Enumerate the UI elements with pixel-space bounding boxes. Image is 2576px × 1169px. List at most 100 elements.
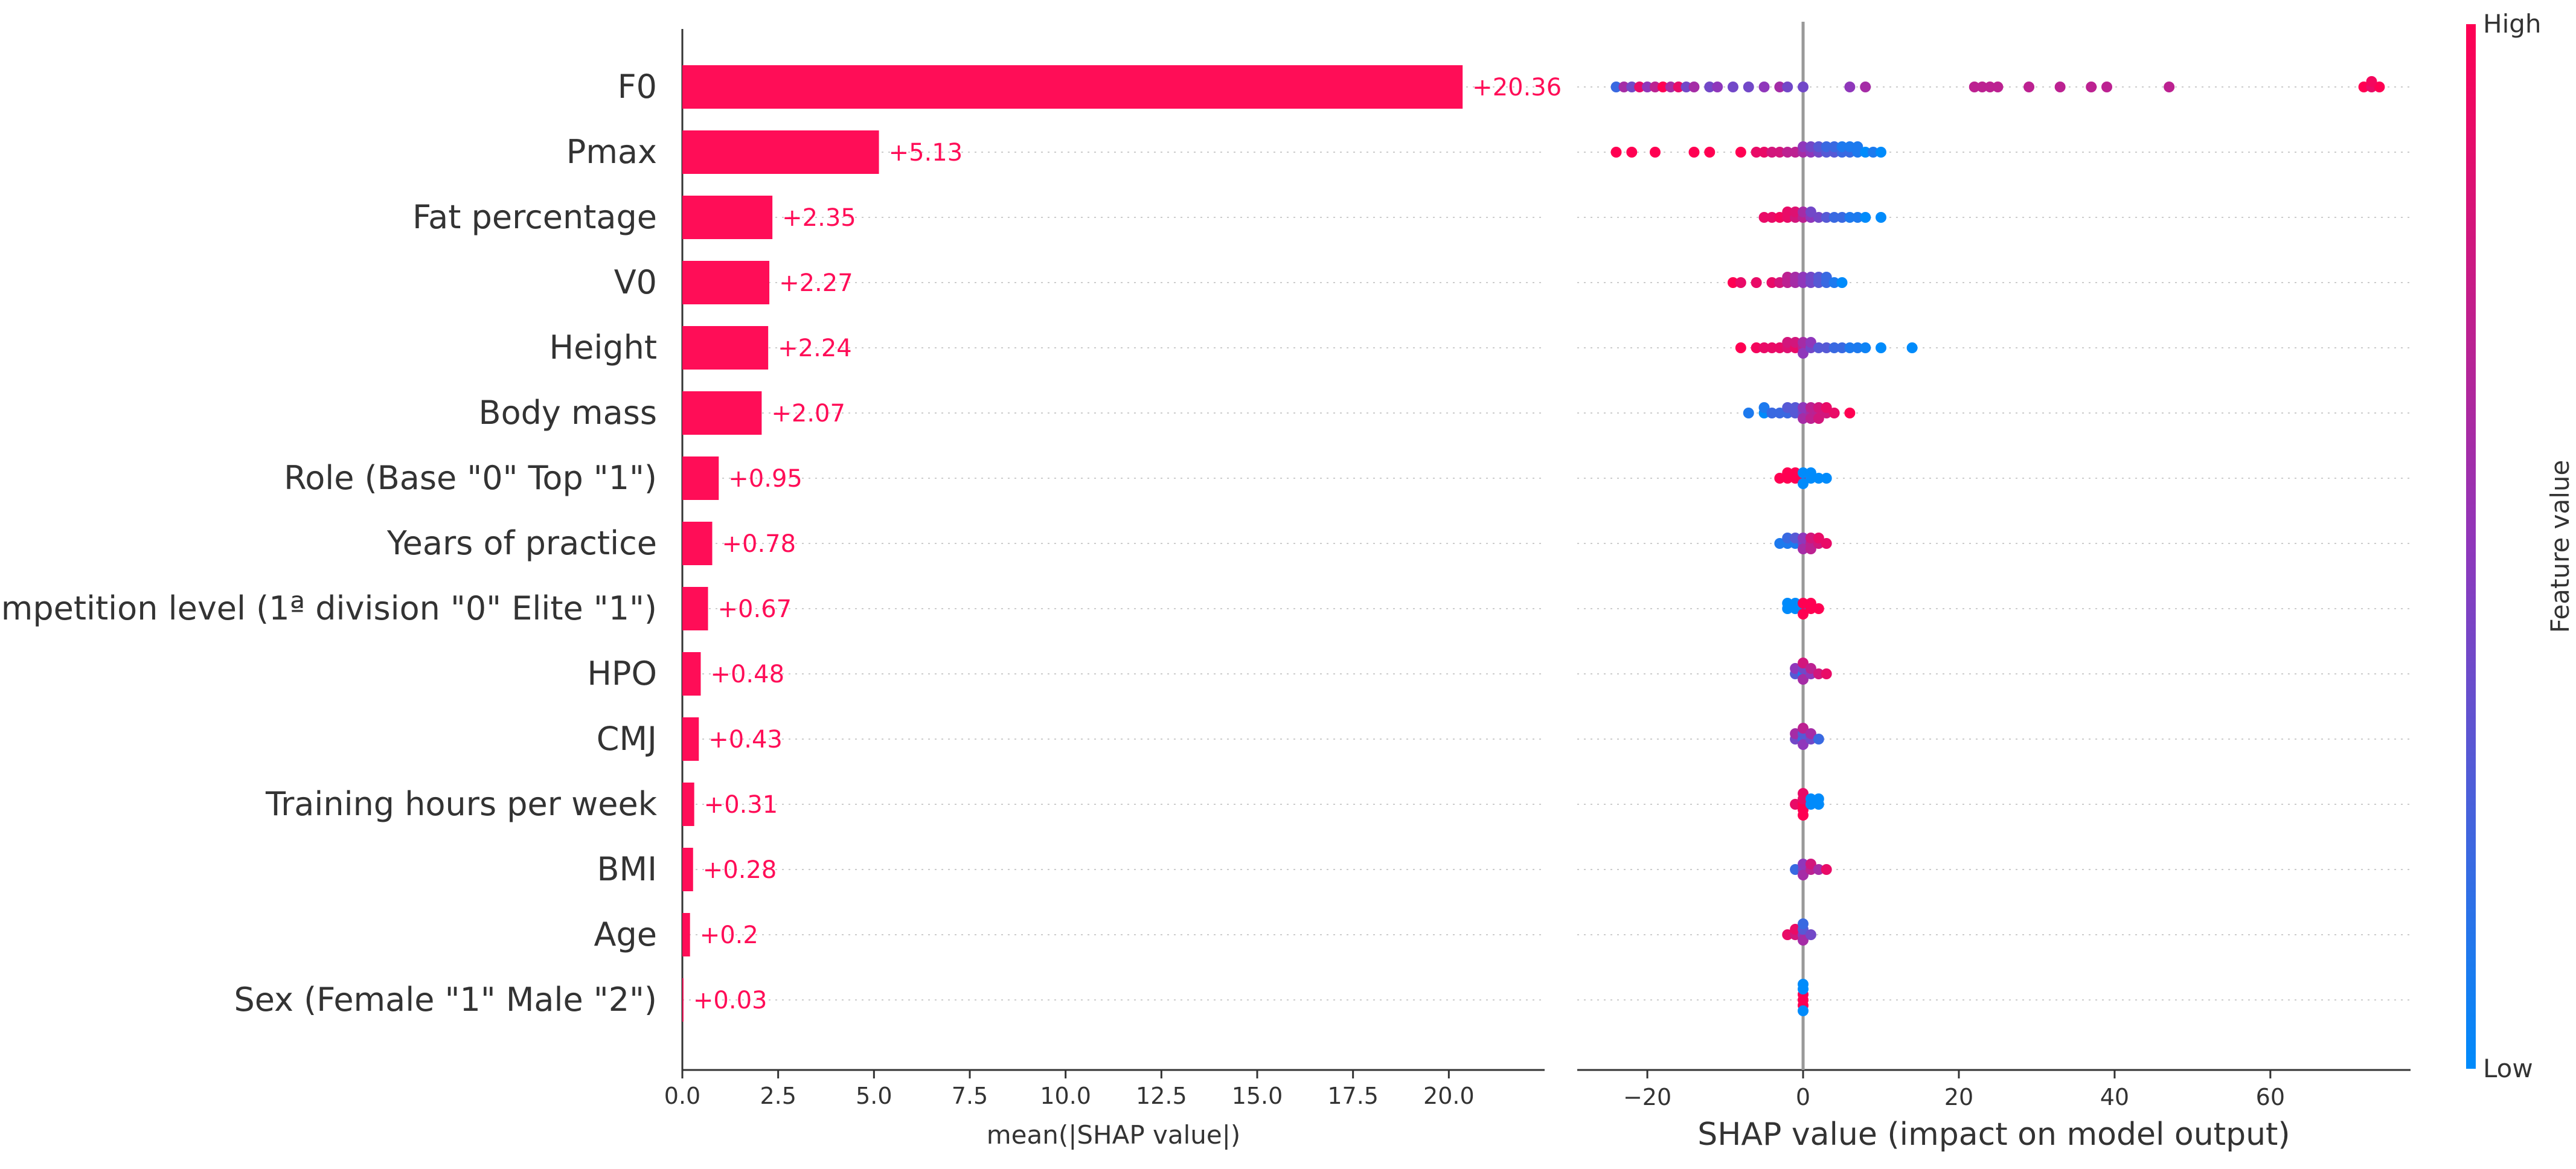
swarm-x-tick-label: −20	[1623, 1084, 1671, 1110]
swarm-point	[1751, 342, 1762, 353]
swarm-point	[1813, 473, 1824, 484]
colorbar-title: Feature value	[2545, 460, 2575, 633]
bar-value-label: +2.35	[782, 204, 856, 232]
swarm-point	[1860, 212, 1871, 223]
swarm-point	[1790, 147, 1801, 158]
swarm-point	[1798, 918, 1809, 929]
swarm-point	[1805, 207, 1816, 217]
feature-label: Body mass	[479, 394, 657, 432]
swarm-point	[1782, 337, 1793, 348]
swarm-point	[1969, 82, 1980, 92]
feature-label: HPO	[587, 655, 657, 693]
swarm-point	[1805, 663, 1816, 674]
swarm-point	[1704, 147, 1716, 158]
swarm-point	[1798, 467, 1809, 478]
bar-x-tick-label: 7.5	[952, 1083, 988, 1109]
swarm-point	[1844, 141, 1856, 152]
colorbar-gradient	[2466, 24, 2476, 1069]
bar-value-label: +2.07	[771, 400, 845, 428]
swarm-point	[1798, 207, 1809, 217]
swarm-point	[1782, 598, 1793, 609]
swarm-point	[1782, 402, 1793, 413]
swarm-point	[1844, 342, 1856, 353]
swarm-point	[1805, 793, 1816, 804]
swarm-point	[1805, 272, 1816, 283]
swarm-point	[1766, 408, 1778, 418]
swarm-point	[1798, 348, 1809, 359]
swarm-point	[1790, 272, 1801, 283]
bar-value-label: +0.31	[704, 791, 778, 819]
swarm-point	[1836, 342, 1848, 353]
swarm-point	[2054, 82, 2066, 92]
swarm-point	[1798, 533, 1809, 543]
swarm-point	[1618, 82, 1630, 92]
feature-label: Competition level (1ª division "0" Elite…	[0, 589, 657, 627]
swarm-point	[1860, 342, 1871, 353]
bar	[682, 196, 773, 239]
swarm-point	[1680, 82, 1692, 92]
swarm-point	[1828, 212, 1840, 223]
feature-label: V0	[614, 263, 657, 301]
swarm-point	[1790, 337, 1801, 348]
swarm-point	[1852, 342, 1863, 353]
swarm-point	[1743, 408, 1754, 418]
swarm-point	[1798, 739, 1809, 750]
swarm-point	[1798, 935, 1809, 946]
swarm-x-tick-label: 40	[2100, 1084, 2129, 1110]
bar-value-label: +0.2	[700, 921, 758, 949]
swarm-point	[1798, 272, 1809, 283]
bar-x-tick-label: 17.5	[1327, 1083, 1379, 1109]
swarm-point	[1821, 473, 1832, 484]
swarm-point	[1852, 212, 1863, 223]
swarm-point	[1766, 342, 1778, 353]
bar	[682, 783, 694, 826]
swarm-point	[1766, 277, 1778, 288]
swarm-point	[1798, 723, 1809, 734]
feature-label: BMI	[597, 850, 657, 888]
bar-value-label: +0.48	[710, 661, 784, 688]
swarm-point	[1805, 141, 1816, 152]
swarm-x-tick-label: 60	[2256, 1084, 2285, 1110]
swarm-point	[2374, 82, 2385, 92]
swarm-point	[1836, 277, 1848, 288]
swarm-point	[1868, 147, 1879, 158]
swarm-point	[1727, 277, 1738, 288]
swarm-point	[1657, 82, 1668, 92]
swarm-point	[1805, 533, 1816, 543]
swarm-point	[1782, 272, 1793, 283]
swarm-point	[1805, 598, 1816, 609]
swarm-point	[1813, 793, 1824, 804]
swarm-point	[1836, 141, 1848, 152]
swarm-point	[1844, 408, 1856, 418]
colorbar-high-label: High	[2483, 9, 2542, 39]
bar-value-label: +0.78	[722, 530, 796, 558]
swarm-point	[1626, 147, 1638, 158]
swarm-point	[1821, 538, 1832, 549]
swarm-point	[1852, 141, 1863, 152]
swarm-point	[1844, 82, 1856, 92]
bar-panel: F0 +20.36 Pmax +5.13 Fat percentage +2.35 V0 +2…	[0, 29, 1562, 1150]
feature-label: Years of practice	[386, 524, 657, 562]
swarm-point	[1758, 342, 1770, 353]
swarm-point	[1798, 337, 1809, 348]
bar-value-label: +0.95	[728, 465, 803, 493]
swarm-point	[1875, 147, 1886, 158]
swarm-point	[1828, 141, 1840, 152]
bar-x-tick-label: 2.5	[760, 1083, 796, 1109]
bar-x-tick-label: 20.0	[1423, 1083, 1475, 1109]
swarm-point	[1976, 82, 1988, 92]
bar-value-label: +5.13	[889, 139, 963, 167]
swarm-point	[1821, 212, 1832, 223]
swarm-point	[1790, 799, 1801, 810]
swarm-point	[1758, 147, 1770, 158]
swarm-point	[1766, 212, 1778, 223]
bar	[682, 391, 762, 435]
bar	[682, 65, 1463, 109]
swarm-point	[2023, 82, 2035, 92]
swarm-point	[1813, 141, 1824, 152]
swarm-point	[1758, 212, 1770, 223]
bar-x-tick-label: 0.0	[664, 1083, 700, 1109]
swarm-x-tick-label: 0	[1796, 1084, 1810, 1110]
swarm-point	[1821, 272, 1832, 283]
